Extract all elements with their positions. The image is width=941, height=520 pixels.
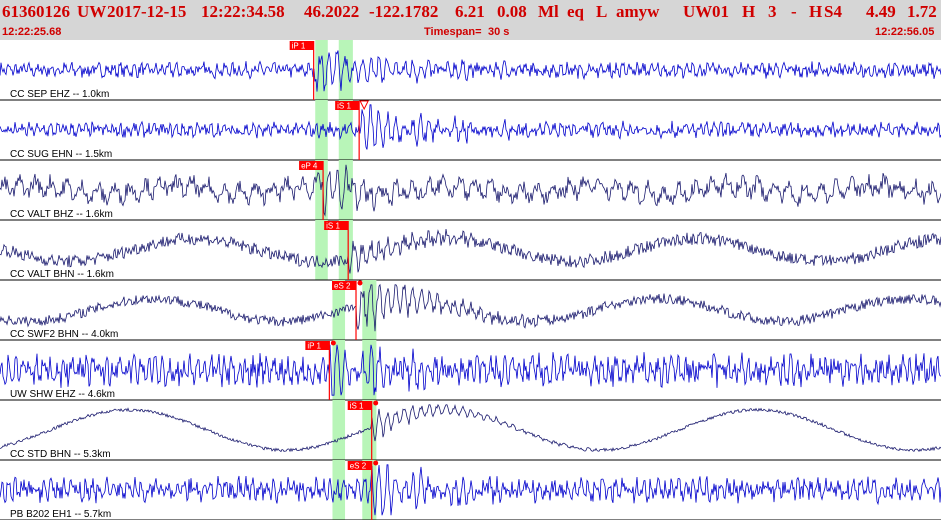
rms-residual: 1.72 [907,2,937,21]
pick-flag[interactable] [305,341,330,350]
pick-window [362,460,377,520]
pick-label: eS 2 [334,282,351,291]
channel-label: CC SUG EHN -- 1.5km [10,149,112,160]
pick-window [362,280,377,340]
channel-label: CC STD BHN -- 5.3km [10,449,111,460]
separator-dash: - [791,2,797,21]
waveform [0,164,941,217]
pick-window [332,340,346,400]
pick-window [338,40,353,100]
pick-label: eP 4 [301,162,318,171]
pick-window [315,160,328,220]
pick-window [315,40,328,100]
pick-flag[interactable] [335,101,360,110]
pick-flag[interactable] [324,221,349,230]
pick-window [362,400,377,460]
channel-label: CC VALT BHN -- 1.6km [10,269,114,280]
event-time: 12:22:34.58 [201,2,285,21]
event-quality: H [742,2,756,21]
start-time: 12:22:25.68 [2,26,62,38]
pick-label: eS 2 [350,462,367,471]
event-summary-line: 61360126 UW 2017-12-15 12:22:34.58 46.20… [0,2,941,22]
trace-row[interactable]: iS 1 CC VALT BHN -- 1.6km [0,220,941,281]
pick-label: iP 1 [292,42,306,51]
trace-row[interactable]: iP 1 CC SEP EHZ -- 1.0km [0,40,941,101]
event-flag: L [596,2,608,21]
pick-label: iS 1 [337,102,351,111]
channel-label: CC VALT BHZ -- 1.6km [10,209,113,220]
source-network: UW [683,2,713,21]
timespan-bar: 12:22:25.68 Timespan= 30 s 12:22:56.05 [0,25,941,39]
channel-label: UW SHW EHZ -- 4.6km [10,389,115,400]
event-longitude: -122.1782 [369,2,439,21]
trace-row[interactable]: iS 1 CC STD BHN -- 5.3km [0,400,941,461]
pick-window [332,400,346,460]
fix-code: H [809,2,823,21]
waveform [0,283,941,332]
event-depth: 6.21 [455,2,485,21]
theoretical-marker [373,460,379,466]
trace-row[interactable]: eS 2 CC SWF2 BHN -- 4.0km [0,280,941,341]
pick-label: iS 1 [326,222,340,231]
pick-window [315,100,328,160]
event-date: 2017-12-15 [107,2,187,21]
event-latitude: 46.2022 [304,2,360,21]
trace-row[interactable]: iS 1 CC SUG EHN -- 1.5km [0,100,941,161]
theoretical-marker [373,400,379,406]
event-magnitude: 0.08 [497,2,527,21]
seismogram-panel[interactable]: iP 1 CC SEP EHZ -- 1.0km iS 1 CC SUG EHN --… [0,40,941,520]
event-author: amyw [616,2,660,21]
event-version: 01 [712,2,729,21]
waveform [0,50,941,92]
pick-label: iS 1 [350,402,364,411]
magnitude-type: Ml [538,2,559,21]
trace-row[interactable]: iP 1 UW SHW EHZ -- 4.6km [0,340,941,401]
pick-flag[interactable] [347,401,372,410]
timespan-label: Timespan= [424,26,482,38]
channel-label: CC SEP EHZ -- 1.0km [10,89,109,100]
pick-flag[interactable] [289,41,314,50]
trace-row[interactable]: eS 2 PB B202 EH1 -- 5.7km [0,460,941,520]
timespan-value: 30 s [488,26,510,38]
station-count: S4 [824,2,842,21]
pick-window [338,220,353,280]
theoretical-marker [357,280,363,286]
waveform [0,344,941,396]
phase-count: 3 [768,2,777,21]
pick-label: iP 1 [307,342,321,351]
event-network: UW [77,2,107,21]
pick-flag[interactable] [299,161,324,170]
event-header: 61360126 UW 2017-12-15 12:22:34.58 46.20… [0,0,941,40]
pick-flag[interactable] [332,281,357,290]
waveform [0,464,941,516]
channel-label: CC SWF2 BHN -- 4.0km [10,329,118,340]
event-type: eq [567,2,584,21]
theoretical-marker [330,340,336,346]
pick-flag[interactable] [347,461,372,470]
event-id: 61360126 [2,2,70,21]
trace-row[interactable]: eP 4 CC VALT BHZ -- 1.6km [0,160,941,221]
end-time: 12:22:56.05 [875,26,935,38]
waveform [0,229,941,274]
waveform [0,104,941,150]
channel-label: PB B202 EH1 -- 5.7km [10,509,111,520]
waveform [0,403,941,453]
nearest-distance: 4.49 [866,2,896,21]
pick-window [332,280,346,340]
theoretical-marker [359,100,369,111]
